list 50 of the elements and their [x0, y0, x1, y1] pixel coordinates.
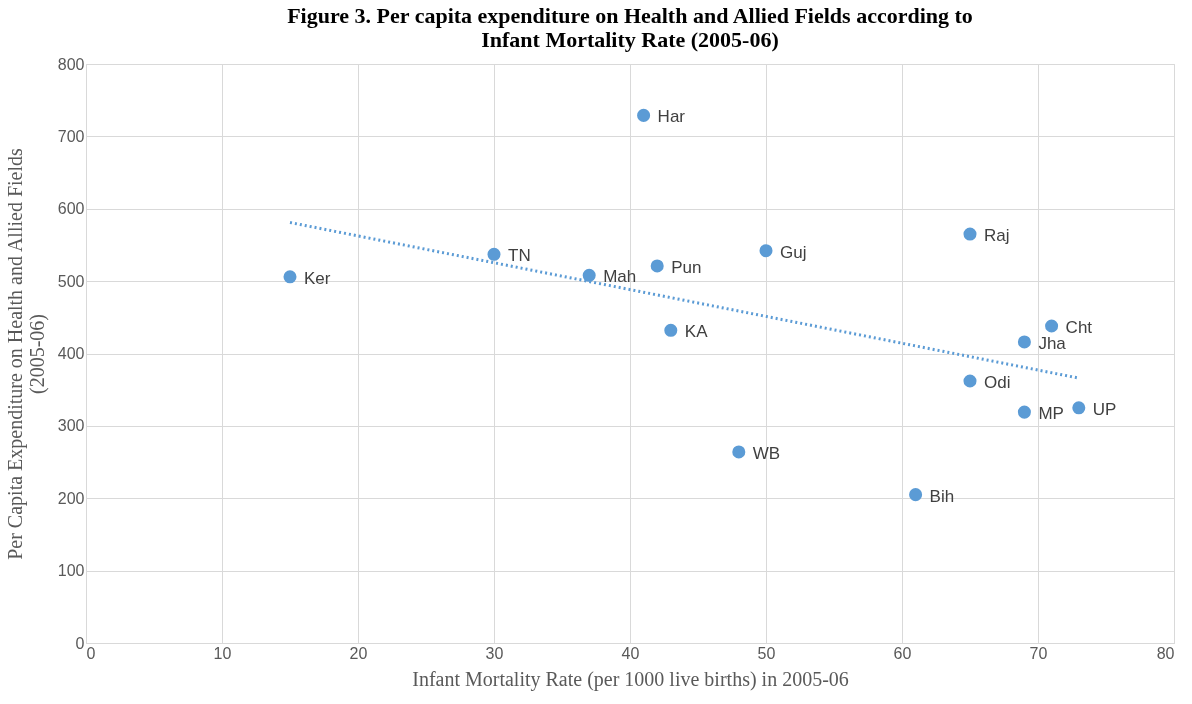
y-tick-label: 500	[57, 272, 85, 290]
annotation: Jha	[1038, 333, 1067, 353]
y-tick-label: 100	[57, 562, 85, 580]
chart-title: Figure 3. Per capita expenditure on Health and Allied Fields according to Infant Mortality Rate (2005-06)	[287, 3, 973, 52]
point	[1045, 319, 1059, 333]
x-tick-label: 10	[213, 644, 232, 662]
annotation: Cht	[1065, 318, 1093, 337]
y-tick-label: 700	[57, 127, 85, 145]
annotation: WB	[752, 443, 781, 463]
point	[650, 259, 664, 273]
annotation: KA	[684, 322, 709, 342]
point	[1017, 335, 1031, 349]
y-tick-label: 300	[57, 417, 85, 435]
x-tick-label: 30	[485, 644, 504, 662]
point	[759, 244, 773, 258]
point	[1017, 405, 1031, 419]
point	[963, 227, 977, 241]
y-tick-label: 600	[57, 200, 85, 218]
y-tick-label: 200	[57, 489, 85, 507]
x-tick-label: 50	[757, 644, 776, 662]
point	[283, 270, 297, 284]
y-axis-title: Per Capita Expenditure on Health and Allied Fields (2005-06)	[3, 148, 49, 560]
annotation: Ker	[304, 268, 331, 288]
point	[732, 445, 746, 459]
x-tick-label: 70	[1029, 644, 1048, 662]
annotation: MP	[1038, 404, 1064, 424]
x-tick-label: 60	[893, 644, 912, 662]
point	[582, 268, 596, 282]
annotation: Bih	[929, 486, 955, 506]
y-tick-label: 800	[57, 55, 85, 73]
annotation: Guj	[780, 242, 807, 262]
annotation: Odi	[984, 373, 1011, 392]
point	[909, 488, 923, 502]
y-tick-label: 400	[57, 345, 85, 362]
point	[487, 247, 501, 261]
annotation: Har	[657, 107, 686, 127]
x-tick-label: 80	[1156, 644, 1175, 662]
annotation: Raj	[984, 226, 1010, 246]
point	[664, 323, 678, 337]
annotation: UP	[1092, 399, 1117, 419]
x-axis-title: Infant Mortality Rate (per 1000 live births) in 2005-06	[412, 667, 849, 691]
x-tick-label: 0	[86, 644, 96, 662]
annotation: TN	[508, 246, 531, 266]
x-tick-label: 20	[349, 644, 368, 662]
point	[963, 374, 977, 388]
annotation: Pun	[671, 257, 702, 277]
annotation: Mah	[603, 267, 637, 287]
x-tick-label: 40	[621, 644, 640, 662]
point	[637, 108, 651, 122]
point	[1072, 401, 1086, 415]
